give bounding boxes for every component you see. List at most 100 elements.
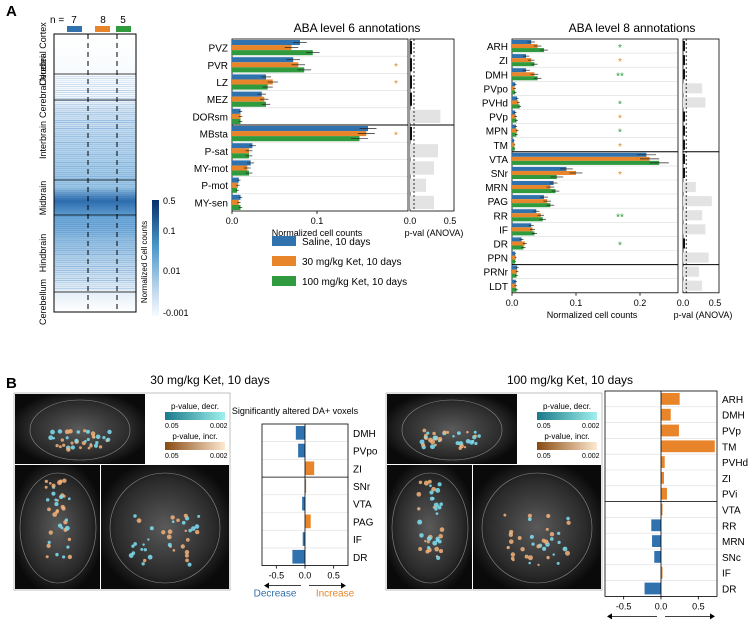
category-label: SNr [353, 482, 371, 493]
voxel-dot [566, 520, 571, 525]
voxel-bar [292, 549, 305, 564]
brain-image-horizontal [387, 465, 472, 589]
decrease-arrowhead [607, 613, 612, 620]
bar-2 [512, 231, 535, 236]
category-label: MPN [486, 127, 508, 138]
voxel-dot [426, 545, 431, 550]
heatmap-texture-line [55, 88, 135, 89]
heatmap-texture-line [55, 262, 135, 263]
voxel-dot [542, 546, 547, 551]
voxel-dot [46, 543, 51, 549]
colorbar-tick: -0.001 [163, 308, 189, 318]
voxel-dot [435, 512, 439, 515]
pval-bar [683, 266, 699, 277]
voxel-dot [171, 520, 175, 524]
voxel-dot [432, 431, 436, 436]
pval-frame [682, 38, 720, 294]
category-label: IF [722, 569, 731, 580]
voxel-dot [422, 428, 427, 433]
category-label: PVp [489, 113, 508, 124]
voxel-dot [170, 515, 175, 520]
heatmap-texture-line [55, 236, 135, 237]
voxel-dot [47, 540, 51, 545]
voxel-dot [428, 437, 433, 443]
bar-0 [232, 74, 266, 80]
voxel-dot [161, 530, 166, 535]
heatmap-n-prefix: n = [50, 15, 64, 26]
voxel-dot [93, 443, 99, 448]
bar-0 [512, 166, 567, 171]
bar-0 [512, 209, 537, 214]
heatmap-panel: n = 7 8 5 Cerebral Cortex Cerebral Nucle… [38, 15, 189, 325]
heatmap-texture-line [55, 128, 135, 129]
pvalue-tick: 0.002 [582, 423, 600, 430]
voxel-dot [185, 537, 190, 542]
voxel-dot [133, 514, 137, 518]
voxel-dot [67, 554, 73, 560]
voxel-dot [528, 561, 531, 565]
legend-swatch-ket30 [272, 256, 296, 266]
voxel-dot [557, 540, 561, 545]
heatmap-texture-line [55, 246, 135, 247]
voxel-dot [58, 445, 62, 449]
voxel-dot [510, 552, 516, 557]
inset-title: Significantly altered DA+ voxels [232, 406, 359, 416]
significance-marker: * [394, 131, 398, 142]
bar-1 [512, 142, 515, 147]
voxel-dot [438, 438, 442, 442]
heatmap-texture-line [55, 254, 135, 255]
bar-2 [512, 62, 535, 67]
pvalue-legend-box [520, 396, 600, 462]
bar-1 [232, 199, 239, 205]
pvalue-legend-incr-label: p-value, incr. [544, 432, 589, 441]
pval-bar [410, 161, 434, 175]
category-label: IF [499, 225, 508, 236]
pvalue-tick: 0.05 [165, 423, 179, 430]
heatmap-texture-line [55, 188, 135, 189]
voxel-dot [197, 514, 201, 518]
colorbar-tick: 0.01 [163, 266, 181, 276]
voxel-bar [661, 408, 671, 421]
heatmap-texture-line [55, 268, 135, 269]
category-label: PVHd [722, 458, 748, 469]
colorbar-tick: 0.1 [163, 226, 176, 236]
increase-label: Increase [316, 589, 355, 600]
pval-tick-label: 0.0 [677, 298, 690, 308]
pval-bar [410, 195, 434, 209]
voxel-dot [432, 540, 438, 546]
heatmap-texture-line [55, 224, 135, 225]
voxel-dot [463, 445, 467, 449]
heatmap-texture-line [55, 182, 135, 183]
category-label: PAG [353, 517, 374, 528]
voxel-dot [183, 513, 188, 518]
increase-arrowhead [710, 613, 715, 620]
bar-2 [512, 76, 538, 81]
pvalue-tick: 0.002 [582, 453, 600, 460]
pvalue-colorbar-decr [165, 412, 225, 420]
heatmap-texture-line [55, 222, 135, 223]
heatmap-texture-line [55, 138, 135, 139]
brain-image-coronal [387, 394, 517, 464]
voxel-dot [149, 526, 154, 531]
x-tick-label: 0.5 [692, 601, 705, 611]
pval-tick-label: 0.5 [709, 298, 722, 308]
x-tick-label: 0.0 [226, 216, 239, 226]
voxel-dot [527, 555, 533, 561]
voxel-dot [465, 439, 471, 444]
pval-bar [683, 125, 685, 136]
voxel-dot [131, 544, 135, 548]
voxel-dot [457, 431, 461, 436]
heatmap-texture-line [55, 242, 135, 243]
pval-bar [683, 238, 685, 249]
bar-2 [512, 259, 516, 264]
voxel-dot [477, 434, 481, 438]
voxel-dot [64, 429, 70, 435]
category-label: DMH [485, 70, 508, 81]
bar-1 [512, 241, 525, 246]
heatmap-texture-line [55, 164, 135, 165]
bar-2 [232, 136, 360, 142]
significance-marker: * [618, 114, 622, 125]
pval-axis-label: p-val (ANOVA) [405, 228, 464, 238]
bar-0 [512, 181, 554, 186]
pvalue-tick: 0.05 [165, 453, 179, 460]
